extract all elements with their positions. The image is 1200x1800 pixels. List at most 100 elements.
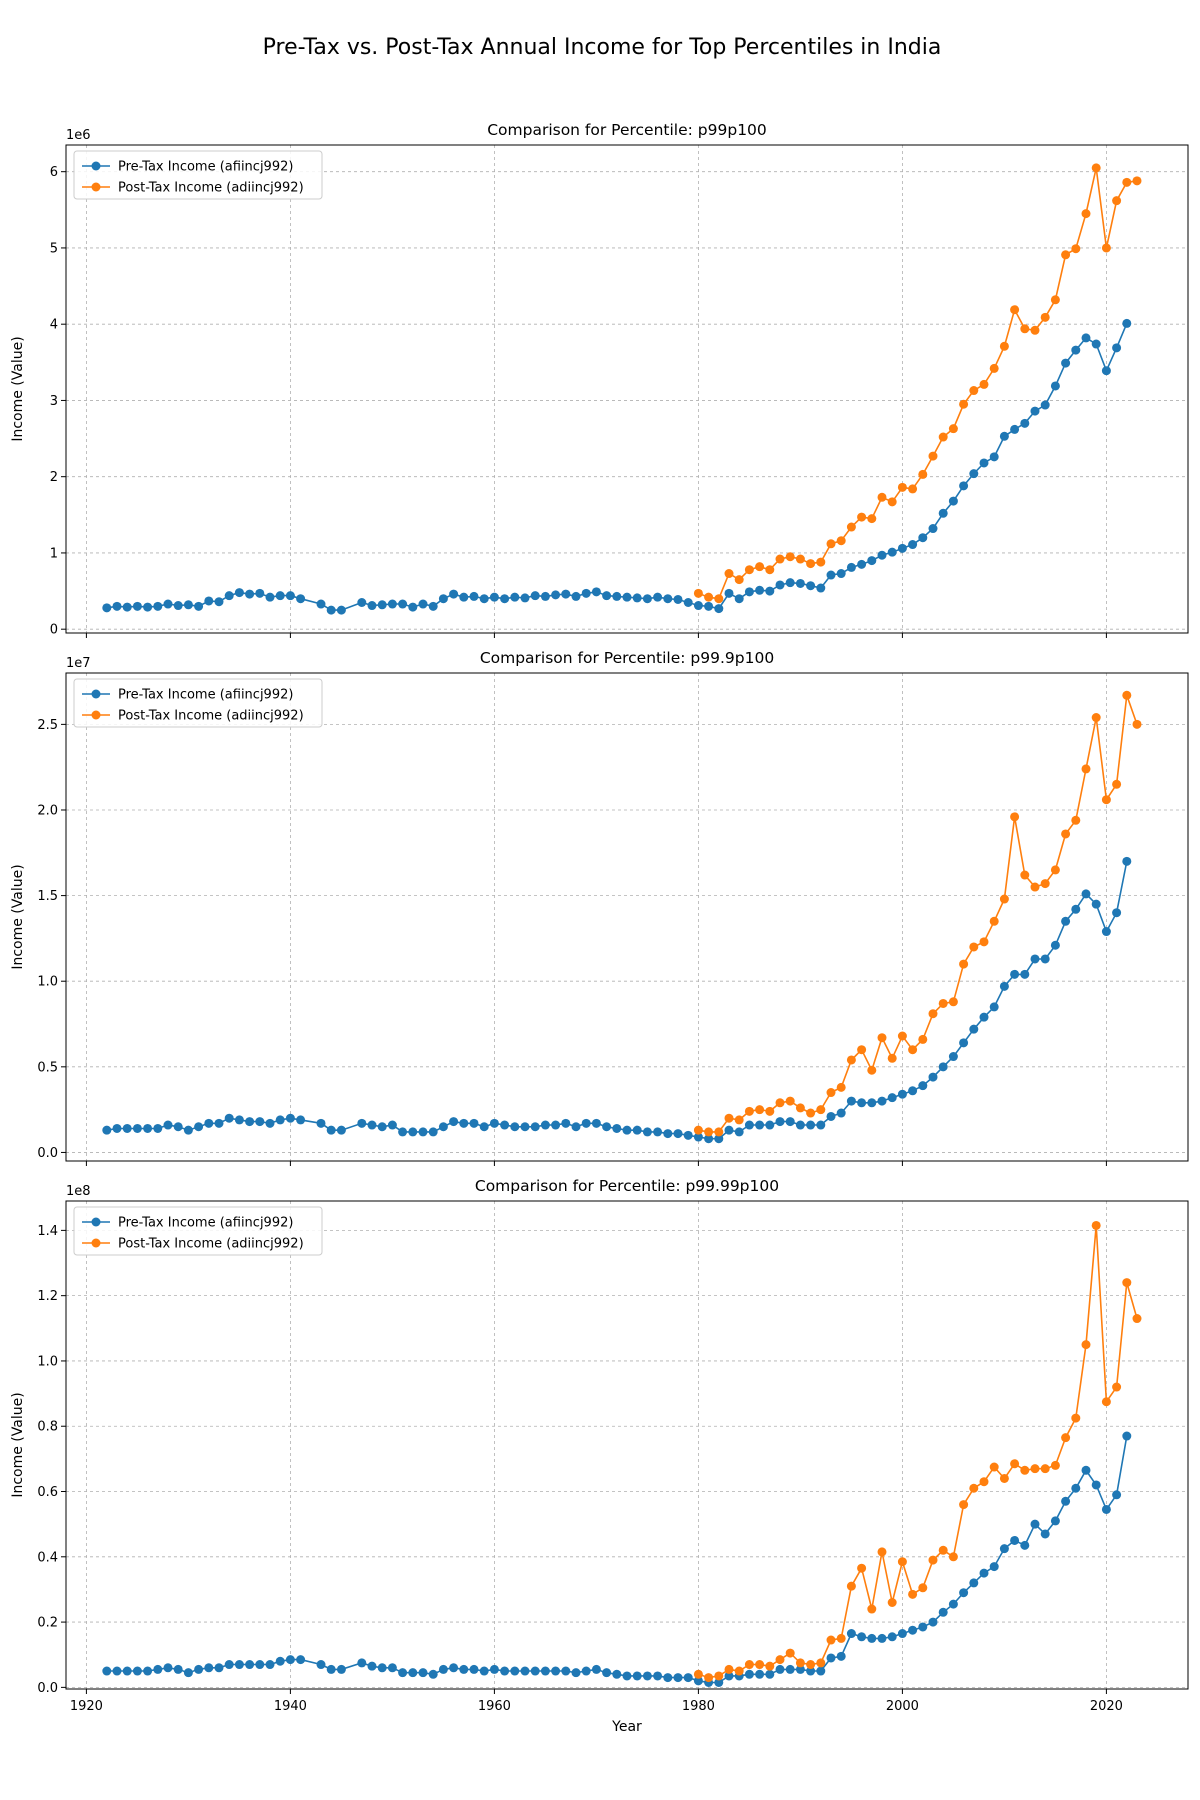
data-point [275,591,285,601]
data-point [1061,1433,1071,1443]
data-point [408,602,418,612]
data-point [1091,1220,1101,1230]
data-point [938,508,948,518]
series-line-post-tax [698,167,1138,600]
data-point [785,552,795,562]
data-point [663,1673,673,1683]
data-point [928,1617,938,1627]
data-point [275,1656,285,1666]
data-point [1030,325,1040,335]
legend-marker [91,182,101,192]
data-point [887,547,897,557]
legend: Pre-Tax Income (afiincj992) Post-Tax Inco… [73,150,323,200]
data-point [969,1483,979,1493]
data-point [1050,381,1060,391]
series-line-pre-tax [106,861,1128,1140]
data-point [959,1500,969,1510]
data-point [1010,969,1020,979]
data-point [571,1668,581,1678]
data-point [571,591,581,601]
data-point [887,1093,897,1103]
data-point [1122,856,1132,866]
data-point [510,1122,520,1132]
data-point [234,1115,244,1125]
data-point [1010,812,1020,822]
data-point [714,1677,724,1687]
data-point [122,602,132,612]
data-point [714,1671,724,1681]
data-point [857,512,867,522]
data-point [1020,969,1030,979]
data-point [1112,343,1122,353]
data-point [683,1673,693,1683]
data-point [734,575,744,585]
y-tick-label: 5 [50,241,58,256]
data-point [214,597,224,607]
data-point [775,1117,785,1127]
data-point [806,1108,816,1118]
x-tick-label: 2020 [1090,1699,1123,1714]
data-point [1050,1516,1060,1526]
data-point [1112,908,1122,918]
data-point [428,1669,438,1679]
y-tick-label: 0.8 [37,1420,58,1435]
data-point [1112,1382,1122,1392]
data-point [1081,764,1091,774]
data-point [224,1660,234,1670]
data-point [867,1065,877,1075]
data-point [785,1096,795,1106]
x-tick-label: 1960 [478,1699,511,1714]
data-point [632,1671,642,1681]
data-point [806,1120,816,1130]
data-point [1112,779,1122,789]
data-point [1091,713,1101,723]
data-point [459,1664,469,1674]
data-point [857,1632,867,1642]
data-point [449,1663,459,1673]
y-scale-label: 1e8 [66,1184,91,1199]
data-point [908,1086,918,1096]
data-point [612,1669,622,1679]
data-point [1010,1459,1020,1469]
data-point [1122,690,1132,700]
data-point [459,592,469,602]
y-axis-label: Income (Value) [10,1392,26,1497]
data-point [693,588,703,598]
data-point [714,1134,724,1144]
data-point [1040,1529,1050,1539]
data-point [540,1666,550,1676]
data-point [755,585,765,595]
data-point [928,451,938,461]
legend-marker [91,1238,101,1248]
data-point [867,1098,877,1108]
data-point [948,1599,958,1609]
data-point [163,1120,173,1130]
data-point [255,1660,265,1670]
data-point [377,1122,387,1132]
data-point [1020,1540,1030,1550]
data-point [765,565,775,575]
data-point [428,601,438,611]
data-point [1020,870,1030,880]
legend-marker [91,710,101,720]
subplot-3: 0.0 0.2 0.4 0.6 0.8 1.0 1.2 1.4 1920 1940 1960 1980… [10,1177,1189,1735]
data-point [398,1668,408,1678]
data-point [194,1122,204,1132]
data-point [204,1118,214,1128]
data-point [1101,1397,1111,1407]
data-point [1081,209,1091,219]
data-point [744,1106,754,1116]
data-point [357,1658,367,1668]
data-point [857,1563,867,1573]
data-point [806,1666,816,1676]
data-point [367,1120,377,1130]
series-line-post-tax [698,1225,1138,1679]
data-point [714,1127,724,1137]
data-point [530,1666,540,1676]
data-point [1010,1535,1020,1545]
data-point [540,1120,550,1130]
data-point [724,1113,734,1123]
legend-entry-label: Post-Tax Income (adiincj992) [118,1237,304,1252]
data-point [714,604,724,614]
data-point [918,469,928,479]
